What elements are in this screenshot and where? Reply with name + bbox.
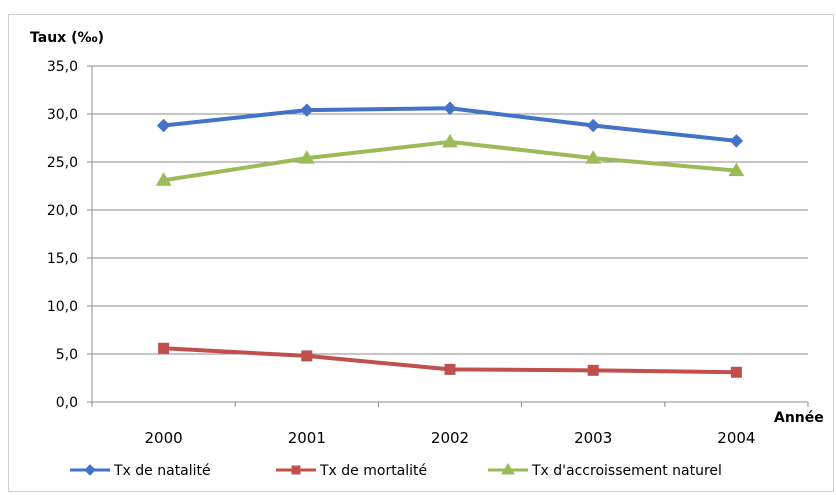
- y-tick-label: 35,0: [47, 59, 78, 75]
- data-point: [155, 172, 172, 186]
- legend: Tx de natalité Tx de mortalité Tx d'accroi…: [70, 463, 722, 479]
- data-point: [300, 103, 314, 117]
- legend-marker: [84, 464, 96, 476]
- data-point: [156, 118, 171, 133]
- data-point: [587, 364, 599, 376]
- y-tick-label: 30,0: [47, 107, 78, 123]
- y-tick-label: 0,0: [56, 395, 78, 411]
- y-axis-label: Taux (‰): [30, 30, 104, 46]
- x-tick-label: 2001: [288, 429, 326, 447]
- y-tick-labels: 0,0 5,0 10,0 15,0 20,0 25,0 30,0 35,0: [47, 59, 78, 411]
- legend-marker: [501, 463, 515, 475]
- chart-frame: [8, 14, 834, 492]
- data-point: [585, 150, 602, 164]
- data-point: [586, 118, 600, 133]
- axes: [87, 65, 809, 407]
- data-point: [442, 133, 458, 148]
- series-line-3: [163, 139, 737, 183]
- data-point: [301, 350, 313, 362]
- legend-label: Tx de mortalité: [319, 463, 427, 479]
- data-point: [444, 363, 456, 375]
- data-point: [443, 101, 457, 115]
- x-tick-label: 2003: [574, 429, 612, 447]
- x-tick-label: 2000: [145, 429, 183, 447]
- x-tick-label: 2002: [431, 429, 469, 447]
- series-lines: [163, 106, 737, 375]
- y-tick-label: 10,0: [47, 299, 78, 315]
- y-tick-label: 15,0: [47, 251, 78, 267]
- legend-entry: Tx de mortalité: [276, 463, 427, 479]
- legend-entry: Tx de natalité: [70, 463, 211, 479]
- legend-entry: Tx d'accroissement naturel: [488, 463, 722, 479]
- y-tick-label: 20,0: [47, 203, 78, 219]
- data-point: [298, 150, 315, 164]
- data-point: [730, 366, 742, 378]
- y-tick-label: 25,0: [47, 155, 78, 171]
- data-point: [729, 134, 744, 148]
- x-tick-label: 2004: [717, 429, 755, 447]
- x-tick-labels: 2000 2001 2002 2003 2004: [145, 429, 756, 447]
- y-tick-label: 5,0: [56, 347, 78, 363]
- legend-marker: [291, 465, 301, 475]
- series-markers: [155, 101, 745, 378]
- x-axis-label: Année: [774, 410, 824, 426]
- legend-label: Tx de natalité: [113, 463, 211, 479]
- legend-label: Tx d'accroissement naturel: [531, 463, 722, 479]
- data-point: [728, 162, 745, 177]
- data-point: [158, 342, 170, 354]
